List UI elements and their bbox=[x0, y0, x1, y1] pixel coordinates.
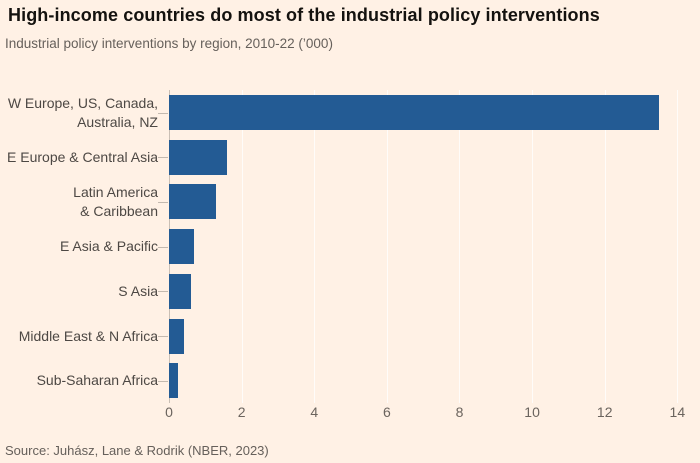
category-label-line: Latin America bbox=[73, 183, 158, 200]
x-tick-label: 12 bbox=[596, 404, 613, 420]
gridline bbox=[459, 90, 461, 403]
bar bbox=[169, 229, 195, 265]
gridline bbox=[532, 90, 534, 403]
category-label: Latin America & Caribbean bbox=[0, 183, 158, 221]
gridline bbox=[677, 90, 679, 403]
bar bbox=[169, 273, 191, 309]
category-label: S Asia bbox=[0, 282, 158, 301]
category-tick bbox=[158, 381, 168, 382]
gridline bbox=[241, 90, 243, 403]
category-label-line: E Asia & Pacific bbox=[59, 238, 158, 255]
category-tick bbox=[158, 113, 168, 114]
x-tick-label: 8 bbox=[455, 404, 464, 420]
category-label-line: & Caribbean bbox=[80, 202, 158, 219]
category-label-line: Middle East & N Africa bbox=[18, 327, 158, 344]
x-tick-label: 6 bbox=[382, 404, 391, 420]
category-tick bbox=[158, 157, 168, 158]
bar bbox=[169, 95, 660, 130]
category-label-line: W Europe, US, Canada, bbox=[7, 94, 158, 111]
bar bbox=[169, 139, 228, 175]
gridline bbox=[314, 90, 316, 403]
category-tick bbox=[158, 291, 168, 292]
category-label: Sub-Saharan Africa bbox=[0, 371, 158, 390]
category-label-line: E Europe & Central Asia bbox=[7, 148, 158, 165]
x-tick-label: 2 bbox=[237, 404, 246, 420]
chart-subtitle: Industrial policy interventions by regio… bbox=[5, 36, 333, 51]
category-label-line: S Asia bbox=[118, 282, 158, 299]
x-tick-label: 10 bbox=[524, 404, 540, 420]
category-label: Middle East & N Africa bbox=[0, 327, 158, 346]
x-tick-label: 14 bbox=[669, 404, 686, 420]
x-tick-label: 4 bbox=[310, 404, 319, 420]
source-note: Source: Juhász, Lane & Rodrik (NBER, 202… bbox=[5, 443, 269, 458]
category-label-line: Australia, NZ bbox=[77, 113, 158, 130]
bar bbox=[169, 318, 184, 354]
gridline bbox=[604, 90, 606, 403]
category-label: E Asia & Pacific bbox=[0, 237, 158, 256]
category-tick bbox=[158, 202, 168, 203]
category-tick bbox=[158, 247, 168, 248]
category-tick bbox=[158, 336, 168, 337]
chart-title: High-income countries do most of the ind… bbox=[8, 5, 600, 25]
category-label: W Europe, US, Canada, Australia, NZ bbox=[0, 94, 158, 132]
category-label-line: Sub-Saharan Africa bbox=[36, 372, 158, 389]
bar bbox=[169, 363, 179, 399]
x-tick-label: 0 bbox=[165, 404, 173, 420]
category-label: E Europe & Central Asia bbox=[0, 148, 158, 167]
gridline bbox=[386, 90, 388, 403]
bar bbox=[169, 184, 217, 220]
